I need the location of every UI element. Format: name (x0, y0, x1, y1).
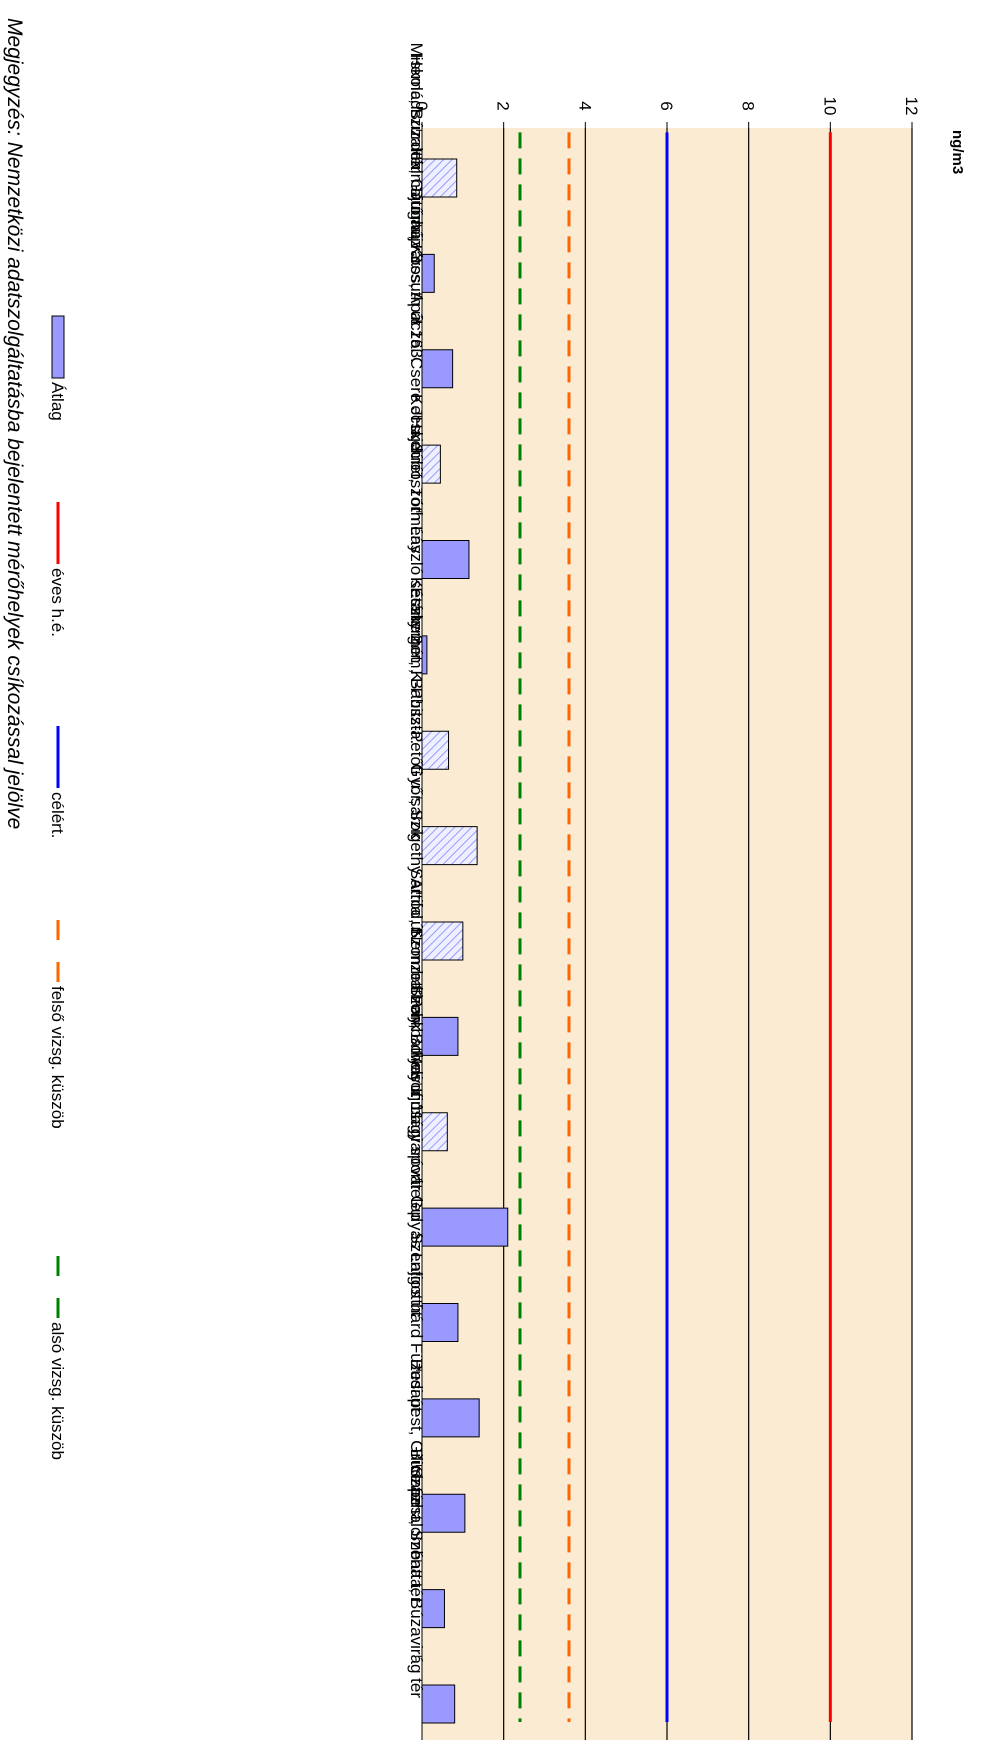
category-label: Szentgotthárd Füzesi út (407, 1232, 426, 1412)
bar (421, 730, 450, 770)
tick-label: 6 (657, 101, 676, 110)
tick-label: 8 (739, 101, 758, 110)
legend-label: célért. (48, 792, 67, 838)
x-axis-ticks: 0 2 4 6 8 10 12 (412, 97, 921, 1657)
bar (421, 826, 478, 866)
bar (421, 1016, 459, 1056)
category-label: Dunaújváros, Apáczai Csere J. u. 3. (407, 188, 426, 458)
tick-label: 4 (575, 101, 594, 110)
tick-label: 2 (494, 101, 513, 110)
category-label: Hajdúböszörmény (407, 416, 426, 554)
category-label: Miskolc, Búza tér (407, 43, 426, 173)
unit-label: ng/m3 (949, 130, 966, 174)
category-label: Győr, Szigethy Attila út (407, 764, 426, 935)
tick-label: 10 (820, 97, 839, 116)
tick-label: 12 (902, 97, 921, 116)
bar (421, 349, 454, 389)
category-label: Kecskemét, K-Puszta. (407, 577, 426, 744)
category-label: Hernádszurdok, Gátőrház 3. (407, 54, 426, 268)
category-label: Szombathely Ifjúsági sporttelep (407, 985, 426, 1221)
footnote: Megjegyzés: Nemzetközi adatszolgáltatásb… (3, 18, 26, 829)
legend-label: alsó vizsg. küszöb (48, 1322, 67, 1460)
bar (421, 1207, 509, 1247)
bar (421, 1398, 480, 1438)
category-label: Mosonmagyaróvár Gulyás Lajios út (407, 1050, 426, 1317)
category-label: Budapest, Széna tér (407, 1449, 426, 1603)
bar (421, 921, 464, 961)
bar (421, 540, 470, 579)
category-label: Százhalombatta, Búzavirág tér (407, 1466, 426, 1698)
category-label: Halmajugra, Kossuth út 163. (407, 148, 426, 363)
bar (421, 1684, 456, 1724)
reference-lines (518, 132, 832, 1722)
tick-label: 0 (412, 101, 431, 110)
bar (421, 1493, 466, 1533)
legend: Átlag éves h.é. célért. felső vizsg. küszöb… (48, 315, 67, 1460)
category-label: Budapest, Gilice tér (407, 1359, 426, 1508)
legend-label: felső vizsg. küszöb (48, 986, 67, 1129)
bar (421, 158, 458, 198)
bar (421, 1303, 459, 1342)
category-label: Kecskemét, Tóth László sétány 2. (407, 394, 426, 649)
legend-swatch (51, 315, 65, 379)
legend-label: Átlag (48, 382, 67, 421)
legend-label: éves h.é. (48, 568, 67, 637)
category-label: Esztergom, Babits-Petőfi u. sarok (407, 587, 426, 840)
bar-series (421, 158, 509, 1724)
category-label: Szombathely, Bolyai u. 11. (407, 927, 426, 1126)
category-label: Sarród, Nemzeti Park (407, 868, 426, 1031)
